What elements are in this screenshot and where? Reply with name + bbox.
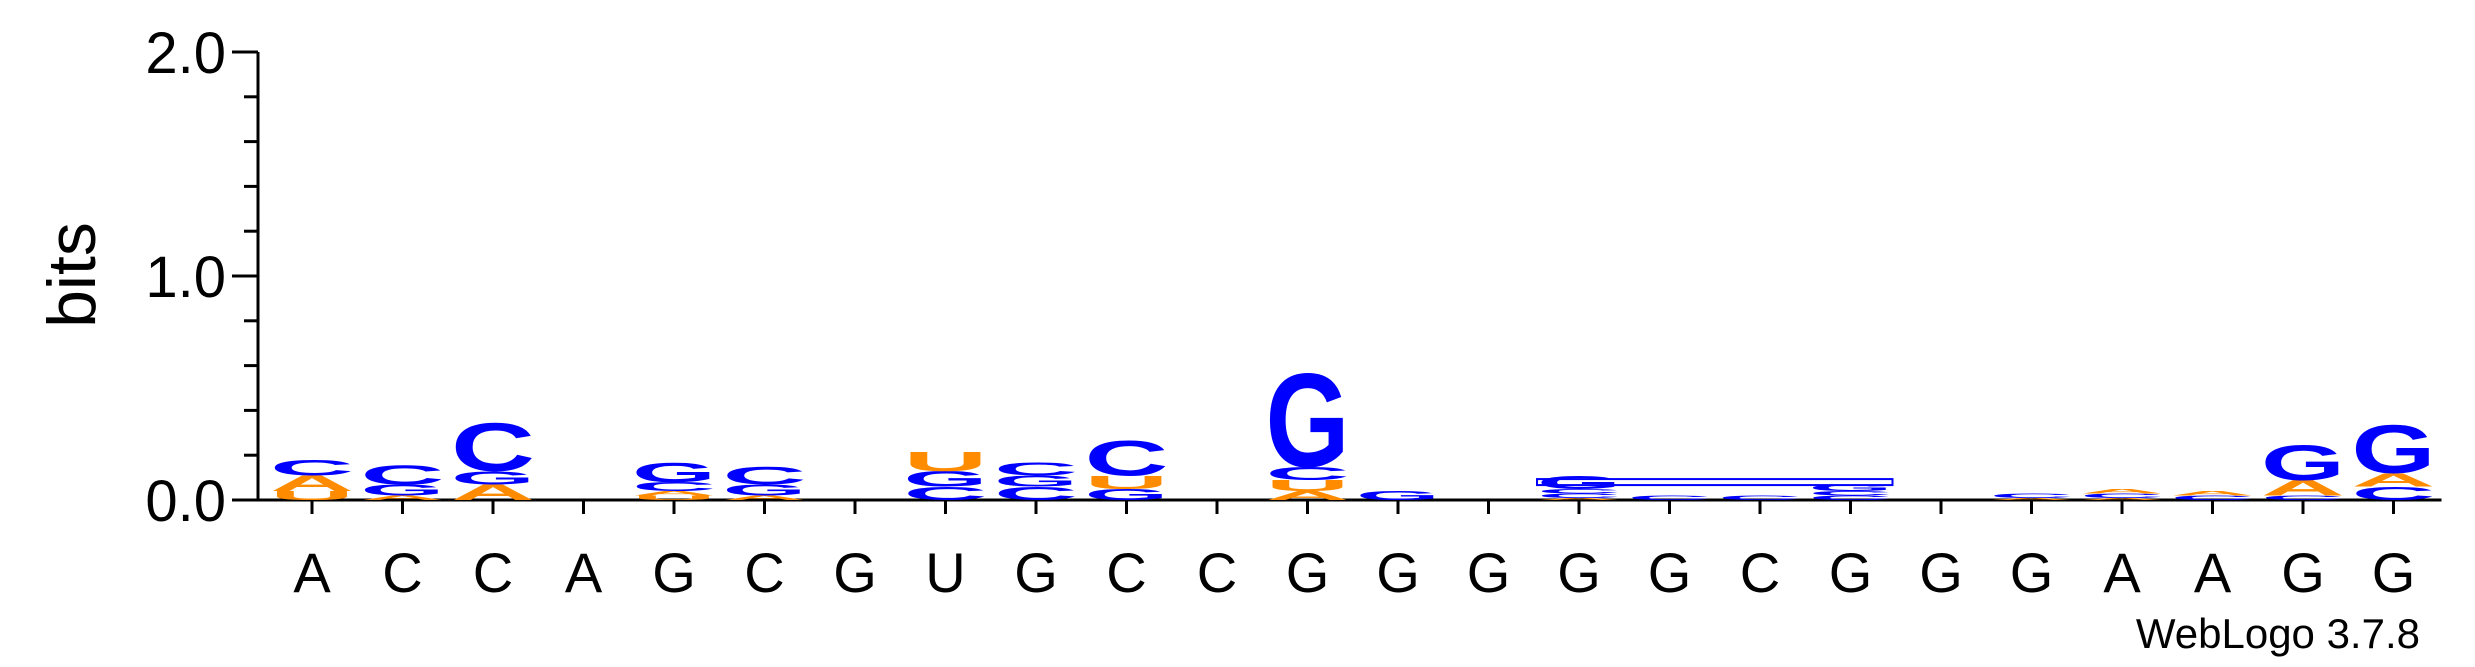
- y-tick-label: 2.0: [145, 21, 226, 86]
- x-tick-label: G: [1014, 541, 1058, 604]
- x-tick-label: G: [1467, 541, 1511, 604]
- x-tick-label: C: [1740, 541, 1780, 604]
- logo-letter-A: A: [2352, 470, 2436, 491]
- logo-letter-C: C: [904, 483, 988, 504]
- logo-letter-U: U: [904, 445, 988, 476]
- logo-letter-U: U: [1266, 477, 1350, 494]
- logo-letter-C: C: [1627, 494, 1711, 501]
- x-tick-label: C: [1106, 541, 1146, 604]
- logo-letter-G: G: [1085, 486, 1169, 503]
- logo-letter-G: G: [2261, 435, 2345, 491]
- x-tick-label: G: [652, 541, 696, 604]
- logo-letter-C: C: [2261, 494, 2345, 501]
- logo-letter-C: C: [451, 410, 535, 486]
- x-tick-label: C: [744, 541, 784, 604]
- x-tick-label: C: [473, 541, 513, 604]
- logo-letter-A: A: [270, 471, 354, 495]
- y-tick-label: 1.0: [145, 245, 226, 310]
- axes: 0.0 1.0 2.0: [145, 21, 2442, 534]
- logo-letter-A: A: [1989, 497, 2073, 500]
- logo-letter-A: A: [2080, 488, 2164, 495]
- connector-bar: [1536, 478, 1894, 487]
- x-tick-label: G: [1829, 541, 1873, 604]
- logo-letter-U: U: [632, 494, 716, 501]
- logo-letter-C: C: [1808, 494, 1892, 501]
- logo-letter-A: A: [360, 494, 444, 501]
- logo-letter-C: C: [2352, 483, 2436, 504]
- logo-letter-G: G: [1809, 483, 1893, 493]
- logo-letter-A: A: [1266, 489, 1350, 503]
- logo-letter-C: C: [1084, 430, 1168, 486]
- logo-letter-C: C: [2080, 492, 2164, 499]
- logo-letter-C: C: [723, 462, 807, 490]
- logo-letter-G: G: [361, 482, 445, 499]
- logo-letter-G: G: [994, 473, 1078, 490]
- logo-letter-C: C: [994, 459, 1078, 480]
- logo-letter-A: A: [2170, 490, 2254, 497]
- x-tick-label: C: [1197, 541, 1237, 604]
- logo-letter-G: G: [1356, 489, 1440, 503]
- logo-letter-G: G: [723, 482, 807, 499]
- logo-letter-U: U: [270, 489, 354, 503]
- y-axis-label: bits: [34, 222, 110, 328]
- logo-letter-C: C: [1989, 492, 2073, 499]
- logo-letter-G: G: [904, 467, 988, 492]
- x-tick-label: G: [2372, 541, 2416, 604]
- x-tick-label: G: [2010, 541, 2054, 604]
- x-tick-label: U: [925, 541, 965, 604]
- x-tick-label: A: [293, 541, 331, 604]
- logo-letter-C: C: [632, 480, 716, 494]
- logo-letter-A: A: [722, 494, 806, 501]
- x-tick-label: G: [1919, 541, 1963, 604]
- logo-letter-G: G: [632, 457, 716, 488]
- x-tick-label: A: [2103, 541, 2141, 604]
- logo-letter-C: C: [1537, 488, 1621, 495]
- logo-letter-G: G: [1266, 345, 1350, 495]
- x-tick-label: A: [2194, 541, 2232, 604]
- x-tick-label: G: [1286, 541, 1330, 604]
- x-tick-label: G: [2281, 541, 2325, 604]
- x-tick-label: C: [382, 541, 422, 604]
- logo-letter-C: C: [1266, 463, 1350, 484]
- x-tick-label: G: [1376, 541, 1420, 604]
- logo-letter-C: C: [1718, 494, 1802, 501]
- logo-letter-G: G: [2352, 412, 2436, 488]
- logo-letter-C: C: [994, 483, 1078, 504]
- x-tick-label: G: [1557, 541, 1601, 604]
- x-tick-label: G: [833, 541, 877, 604]
- logo-letter-G: G: [1537, 472, 1621, 493]
- logo-letter-G: G: [451, 468, 535, 489]
- logo-letter-C: C: [361, 459, 445, 490]
- x-tick-label: G: [1648, 541, 1692, 604]
- logo-letter-A: A: [632, 490, 716, 497]
- y-tick-label: 0.0: [145, 469, 226, 534]
- logo-letter-A: A: [1537, 497, 1621, 500]
- logo-letter-C: C: [1537, 492, 1621, 499]
- weblogo-version-footer: WebLogo 3.7.8: [2136, 610, 2420, 657]
- logo-letter-A: A: [2261, 476, 2345, 500]
- x-tick-label: A: [565, 541, 603, 604]
- logo-letter-A: A: [2080, 497, 2164, 500]
- logo-letter-C: C: [270, 456, 354, 480]
- logo-letter-C: C: [1808, 490, 1892, 497]
- logo-letter-U: U: [1085, 472, 1169, 493]
- logo-letter-C: C: [2170, 494, 2254, 501]
